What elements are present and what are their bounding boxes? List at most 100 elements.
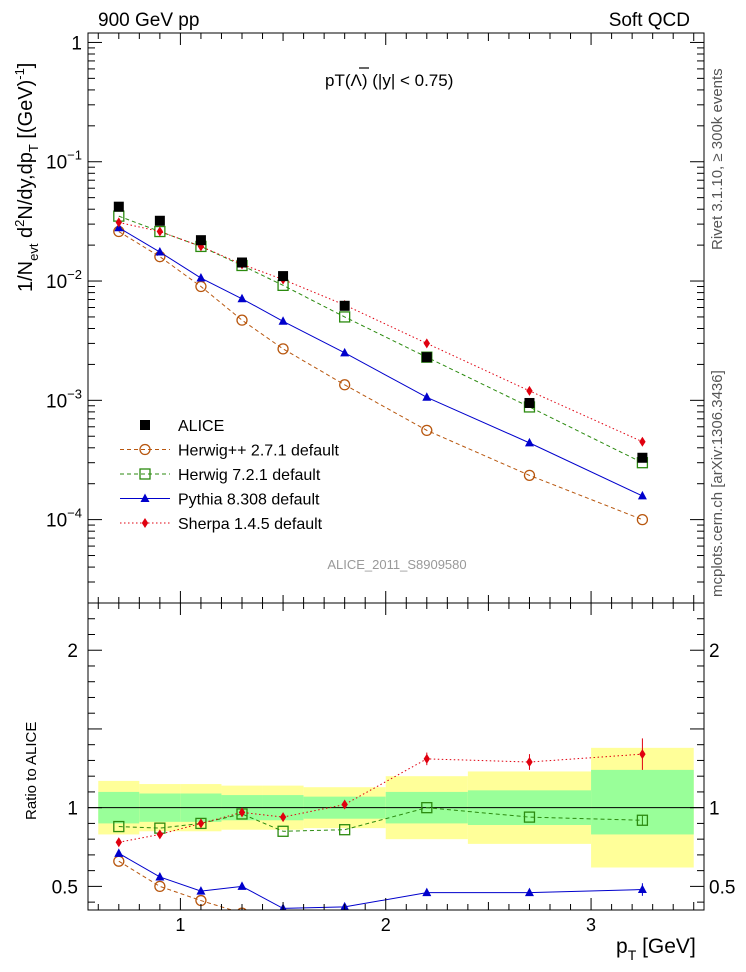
point-sherpa bbox=[115, 217, 122, 228]
legend-label-herwig7: Herwig 7.2.1 default bbox=[178, 467, 321, 484]
legend-item-data: ALICE bbox=[140, 418, 224, 435]
ratio-point-herwig7 bbox=[421, 802, 433, 814]
legend-label-pythia: Pythia 8.308 default bbox=[178, 492, 320, 509]
ratio-point-herwig7 bbox=[636, 814, 649, 826]
ratio-point-herwigpp bbox=[422, 922, 432, 932]
point-pythia bbox=[237, 293, 247, 303]
point-herwigpp bbox=[339, 379, 351, 391]
legend-marker-data bbox=[140, 420, 150, 430]
point-data bbox=[421, 352, 432, 363]
ratio-point-herwig7 bbox=[277, 825, 289, 837]
ratio-series bbox=[113, 738, 649, 935]
ratio-point-sherpa bbox=[279, 812, 287, 823]
ratio-y-tick-label: 1 bbox=[67, 799, 78, 820]
point-pythia bbox=[278, 316, 288, 325]
point-data bbox=[113, 201, 124, 212]
point-pythia bbox=[340, 347, 350, 357]
xlabel: pT [GeV] bbox=[616, 935, 696, 963]
point-herwigpp bbox=[277, 343, 289, 355]
point-sherpa bbox=[156, 226, 164, 237]
ratio-y-tick-label: 0.5 bbox=[52, 877, 78, 898]
point-herwigpp bbox=[636, 513, 649, 526]
ratio-point-sherpa bbox=[639, 749, 646, 760]
ratio-uncertainty-bands bbox=[88, 747, 704, 868]
x-tick-label: 2 bbox=[381, 915, 391, 935]
ratio-point-sherpa bbox=[156, 829, 164, 840]
ratio-point-herwigpp bbox=[340, 925, 350, 935]
point-data bbox=[195, 235, 206, 246]
analysis-label: ALICE_2011_S8909580 bbox=[327, 557, 466, 572]
legend-label-herwigpp: Herwig++ 2.7.1 default bbox=[178, 443, 340, 460]
ratio-point-pythia bbox=[155, 871, 165, 881]
main-ylabel: 1/Nevt d2N/dy,dpT [(GeV)-1] bbox=[12, 63, 41, 292]
ratio-point-pythia bbox=[524, 887, 534, 897]
ratio-y-tick-label-right: 0.5 bbox=[709, 877, 735, 898]
legend-label-sherpa: Sherpa 1.4.5 default bbox=[178, 516, 323, 533]
point-sherpa bbox=[526, 385, 533, 396]
side-label-bottom: mcplots.cern.ch [arXiv:1306.3436] bbox=[709, 370, 726, 597]
point-data bbox=[154, 215, 165, 226]
point-data bbox=[637, 452, 648, 463]
ratio-point-sherpa bbox=[238, 807, 246, 818]
legend-item-sherpa: Sherpa 1.4.5 default bbox=[120, 516, 323, 533]
ratio-point-herwigpp bbox=[524, 921, 534, 931]
point-herwigpp bbox=[236, 314, 248, 326]
ratio-ylabel: Ratio to ALICE bbox=[23, 722, 40, 820]
point-data bbox=[278, 271, 289, 282]
legend-marker-herwig7 bbox=[139, 468, 151, 480]
ratio-point-sherpa bbox=[197, 818, 205, 829]
series-line-sherpa bbox=[118, 221, 643, 443]
ratio-y-tick-label-right: 2 bbox=[709, 641, 720, 662]
ratio-point-pythia bbox=[637, 884, 647, 894]
ratio-point-pythia bbox=[237, 881, 247, 890]
point-pythia bbox=[155, 247, 165, 256]
legend-marker-pythia bbox=[140, 493, 150, 502]
ratio-point-sherpa bbox=[423, 753, 430, 764]
ratio-point-herwig7 bbox=[113, 820, 125, 833]
header-left: 900 GeV pp bbox=[98, 10, 199, 31]
ratio-point-sherpa bbox=[341, 799, 348, 810]
point-data bbox=[237, 257, 247, 268]
point-pythia bbox=[196, 273, 206, 282]
ratio-point-sherpa bbox=[115, 837, 122, 848]
point-pythia bbox=[637, 490, 647, 500]
main-series bbox=[113, 201, 649, 526]
y-tick-label: 10−2 bbox=[46, 267, 82, 293]
ratio-line-herwig7 bbox=[118, 807, 643, 832]
ratio-point-pythia bbox=[114, 848, 124, 857]
ratio-y-tick-label: 2 bbox=[67, 641, 78, 662]
point-herwig7 bbox=[339, 311, 351, 323]
legend-item-pythia: Pythia 8.308 default bbox=[120, 492, 320, 509]
ratio-point-herwigpp bbox=[278, 921, 288, 931]
title-symbol: Λ bbox=[351, 71, 363, 90]
ratio-point-herwigpp bbox=[154, 880, 166, 893]
point-sherpa bbox=[423, 338, 430, 349]
legend-marker-sherpa bbox=[141, 518, 149, 528]
legend-item-herwig7: Herwig 7.2.1 default bbox=[120, 467, 321, 484]
ratio-point-herwigpp bbox=[637, 913, 647, 923]
series-line-herwigpp bbox=[118, 231, 643, 521]
point-data bbox=[524, 397, 535, 408]
point-data bbox=[339, 300, 350, 311]
point-pythia bbox=[524, 437, 534, 447]
ratio-point-herwig7 bbox=[523, 811, 536, 823]
ratio-point-pythia bbox=[422, 887, 432, 897]
legend: ALICE Herwig++ 2.7.1 default Herwig 7.2.1 … bbox=[120, 418, 340, 533]
point-herwigpp bbox=[523, 469, 536, 482]
point-herwigpp bbox=[421, 424, 433, 437]
ratio-point-pythia bbox=[196, 886, 206, 895]
y-tick-label: 1 bbox=[71, 33, 82, 54]
ratio-point-herwig7 bbox=[339, 824, 351, 836]
legend-marker-herwigpp bbox=[139, 443, 151, 456]
ratio-frame bbox=[87, 602, 705, 911]
axes: 1 2 3 1 10−1 10−2 10−3 10−4 0.5 0.5 1 1 2 2 bbox=[46, 32, 735, 935]
ratio-y-tick-label-right: 1 bbox=[709, 799, 720, 820]
point-pythia bbox=[422, 392, 432, 401]
y-tick-label: 10−4 bbox=[46, 506, 82, 532]
y-tick-label: 10−1 bbox=[46, 148, 82, 174]
ratio-line-pythia bbox=[118, 852, 643, 909]
main-title: pT(Λ) (|y| < 0.75) bbox=[325, 71, 453, 90]
ratio-point-sherpa bbox=[526, 757, 533, 768]
x-tick-label: 1 bbox=[175, 915, 185, 935]
